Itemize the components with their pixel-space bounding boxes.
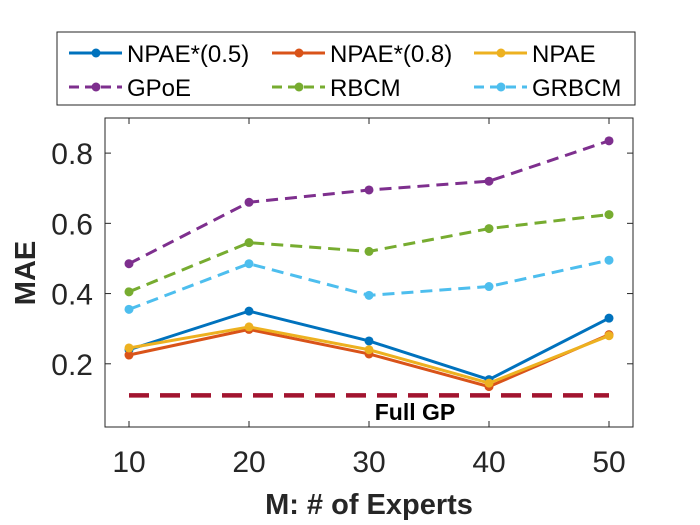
legend-entry: GRBCM [474, 75, 621, 102]
data-point [244, 306, 254, 316]
x-tick-label: 10 [112, 446, 145, 479]
legend-entry: NPAE [474, 41, 596, 68]
series-npae [124, 322, 614, 388]
data-point [484, 224, 494, 234]
legend-label: NPAE*(0.8) [330, 41, 452, 68]
data-point [604, 136, 614, 146]
series-gpoe [124, 136, 614, 269]
y-axis-title: MAE [10, 241, 42, 305]
data-point [364, 185, 374, 195]
data-point [604, 313, 614, 323]
series-rbcm [124, 210, 614, 297]
data-point [244, 322, 254, 332]
data-point [364, 336, 374, 346]
legend-label: NPAE [532, 41, 596, 68]
legend-marker [91, 48, 101, 58]
data-point [484, 176, 494, 186]
legend-label: GPoE [127, 75, 191, 102]
y-tick-label: 0.8 [51, 138, 93, 171]
legend: NPAE*(0.5) NPAE*(0.8) NPAE GPoE RBCM GRBCM [69, 41, 621, 102]
data-point [364, 345, 374, 355]
data-point [124, 350, 134, 360]
axis-ticks: 10 20 30 40 50 0.2 0.4 0.6 0.8 [51, 118, 633, 479]
data-point [244, 197, 254, 207]
x-axis-title: M: # of Experts [265, 489, 473, 521]
legend-label: NPAE*(0.5) [127, 41, 249, 68]
legend-marker [294, 48, 304, 58]
data-point [604, 255, 614, 265]
legend-entry: NPAE*(0.5) [69, 41, 249, 68]
legend-label: RBCM [330, 75, 401, 102]
legend-marker [496, 48, 506, 58]
x-tick-label: 40 [472, 446, 505, 479]
legend-entry: RBCM [272, 75, 401, 102]
legend-box [56, 31, 636, 106]
legend-marker [496, 82, 506, 92]
data-point [484, 282, 494, 292]
data-point [484, 378, 494, 388]
data-point [244, 238, 254, 248]
legend-marker [91, 82, 101, 92]
series-group [124, 136, 614, 392]
x-tick-label: 50 [592, 446, 625, 479]
legend-label: GRBCM [532, 75, 621, 102]
full-gp-annotation: Full GP [375, 399, 456, 425]
data-point [364, 290, 374, 300]
data-point [124, 304, 134, 314]
data-point [124, 343, 134, 353]
legend-entry: NPAE*(0.8) [272, 41, 452, 68]
plot-area [104, 117, 634, 428]
data-point [124, 259, 134, 269]
x-tick-label: 30 [352, 446, 385, 479]
y-tick-label: 0.6 [51, 208, 93, 241]
y-tick-label: 0.4 [51, 279, 93, 312]
legend-entry: GPoE [69, 75, 191, 102]
y-tick-label: 0.2 [51, 349, 93, 382]
data-point [364, 246, 374, 256]
data-point [604, 210, 614, 220]
data-point [604, 331, 614, 341]
legend-marker [294, 82, 304, 92]
series-grbcm [124, 255, 614, 314]
data-point [124, 287, 134, 297]
data-point [244, 259, 254, 269]
x-tick-label: 20 [232, 446, 265, 479]
